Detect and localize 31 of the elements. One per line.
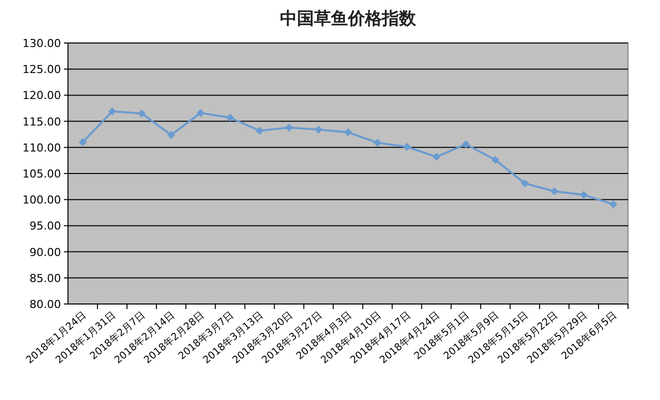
y-tick-label: 90.00 bbox=[30, 246, 61, 259]
point bbox=[314, 126, 323, 134]
point bbox=[462, 140, 470, 148]
point bbox=[167, 130, 176, 139]
point bbox=[609, 200, 618, 208]
point bbox=[491, 156, 500, 164]
y-tick-label: 110.00 bbox=[22, 141, 61, 154]
y-tick-label: 120.00 bbox=[22, 89, 61, 102]
point bbox=[344, 128, 352, 136]
point bbox=[226, 114, 234, 122]
y-tick-label: 80.00 bbox=[30, 298, 61, 311]
point bbox=[520, 179, 529, 188]
point bbox=[108, 107, 116, 116]
point bbox=[138, 109, 146, 118]
point bbox=[78, 138, 87, 146]
chart-title: 中国草鱼价格指数 bbox=[280, 9, 417, 29]
y-tick-label: 95.00 bbox=[30, 220, 61, 233]
point bbox=[550, 187, 558, 196]
y-tick-label: 130.00 bbox=[22, 37, 61, 50]
point bbox=[196, 108, 205, 117]
y-tick-label: 100.00 bbox=[22, 194, 61, 207]
y-tick-label: 115.00 bbox=[22, 115, 61, 128]
point bbox=[580, 190, 588, 199]
point bbox=[432, 152, 440, 161]
point bbox=[402, 142, 411, 151]
point bbox=[373, 138, 382, 147]
y-tick-label: 85.00 bbox=[30, 272, 61, 285]
y-tick-label: 125.00 bbox=[22, 63, 61, 76]
point bbox=[256, 126, 264, 135]
y-tick-label: 105.00 bbox=[22, 168, 61, 180]
point bbox=[285, 124, 294, 132]
